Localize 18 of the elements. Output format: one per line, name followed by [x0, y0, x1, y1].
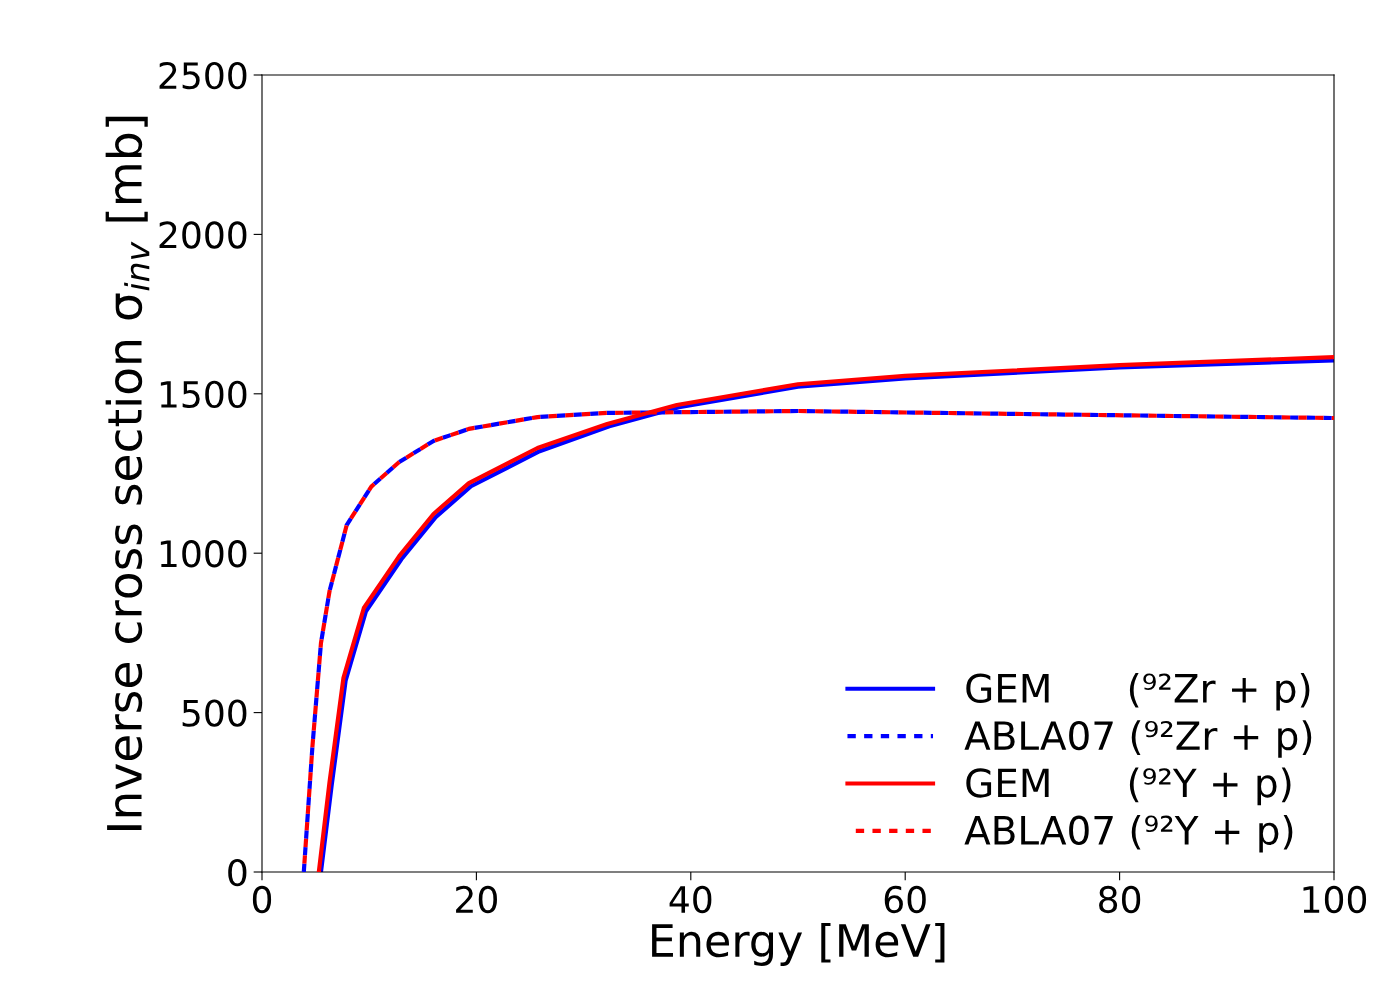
y-tick-label: 1000	[160, 540, 247, 568]
legend-label: GEM (⁹²Zr + p)	[966, 672, 1310, 711]
y-axis-title: Inverse cross section σ$_{inv}$ [mb]	[105, 116, 150, 830]
legend-label: ABLA07 (⁹²Zr + p)	[964, 720, 1312, 758]
y-tick-label: 2000	[159, 221, 247, 249]
x-tick-label: 100	[1303, 885, 1367, 914]
x-tick-label: 40	[669, 885, 712, 914]
x-tick-label: 20	[456, 885, 497, 914]
legend-label: ABLA07 (⁹²Y + p)	[964, 814, 1293, 853]
x-tick-label: 60	[884, 885, 926, 914]
legend-label: GEM (⁹²Y + p)	[966, 767, 1291, 806]
x-axis-title: Energy [MeV]	[652, 922, 945, 966]
y-tick-label: 2500	[159, 61, 247, 90]
y-tick-label: 500	[182, 699, 247, 727]
y-tick-label: 1500	[160, 380, 247, 409]
x-tick-label: 80	[1099, 885, 1141, 914]
y-tick-label: 0	[228, 858, 247, 887]
x-tick-label: 0	[252, 885, 272, 914]
